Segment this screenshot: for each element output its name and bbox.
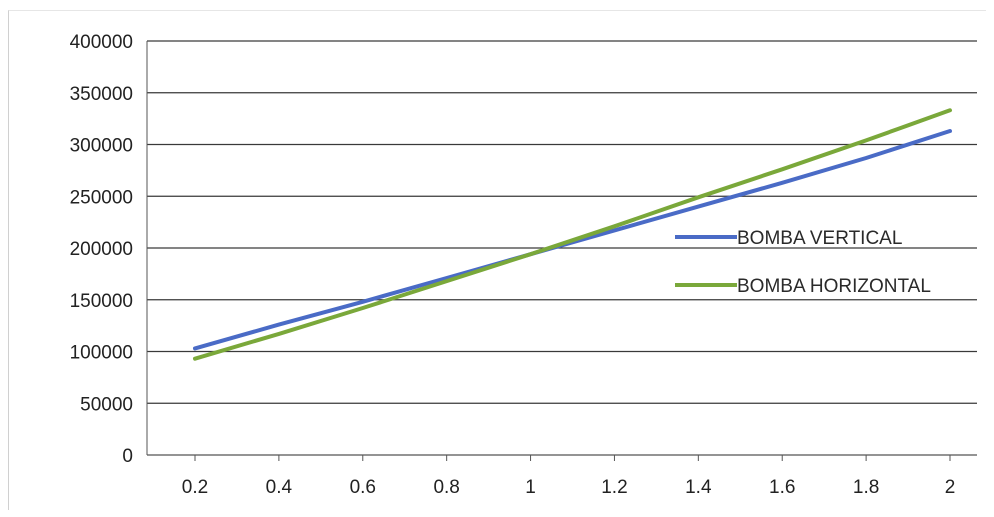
- x-tick-label: 0.8: [433, 477, 459, 498]
- y-tick-label: 300000: [70, 136, 133, 157]
- y-tick-label: 400000: [70, 32, 133, 53]
- y-tick-label: 100000: [70, 343, 133, 364]
- y-tick-label: 250000: [70, 187, 133, 208]
- x-tick-label: 1: [525, 477, 536, 498]
- chart-container: 0 50000 100000 150000 200000 250000 300000 3500…: [8, 10, 986, 510]
- x-tick-label: 1.4: [685, 477, 712, 498]
- series-line-bomba-horizontal: [193, 108, 952, 361]
- x-tick-labels: 0.2 0.4 0.6 0.8 1 1.2 1.4 1.6 1.8 2: [182, 477, 956, 498]
- line-chart: 0 50000 100000 150000 200000 250000 300000 3500…: [70, 32, 977, 498]
- y-tick-label: 0: [122, 446, 133, 467]
- y-tick-label: 200000: [70, 239, 133, 260]
- axes: [146, 41, 977, 461]
- series-lines: [193, 108, 952, 361]
- x-tick-label: 1.2: [601, 477, 627, 498]
- y-tick-labels: 0 50000 100000 150000 200000 250000 300000 3500…: [70, 32, 133, 467]
- x-tick-label: 0.6: [350, 477, 376, 498]
- legend: BOMBA VERTICAL BOMBA HORIZONTAL: [675, 228, 931, 297]
- x-tick-label: 1.8: [853, 477, 879, 498]
- x-tick-label: 1.6: [769, 477, 795, 498]
- legend-label: BOMBA HORIZONTAL: [737, 276, 931, 297]
- legend-label: BOMBA VERTICAL: [737, 228, 902, 249]
- x-tick-label: 0.2: [182, 477, 208, 498]
- y-tick-label: 150000: [70, 291, 133, 312]
- x-tick-label: 0.4: [266, 477, 293, 498]
- y-tick-label: 50000: [80, 394, 133, 415]
- gridlines: [147, 40, 977, 404]
- x-tick-label: 2: [945, 477, 956, 498]
- y-tick-label: 350000: [70, 84, 133, 105]
